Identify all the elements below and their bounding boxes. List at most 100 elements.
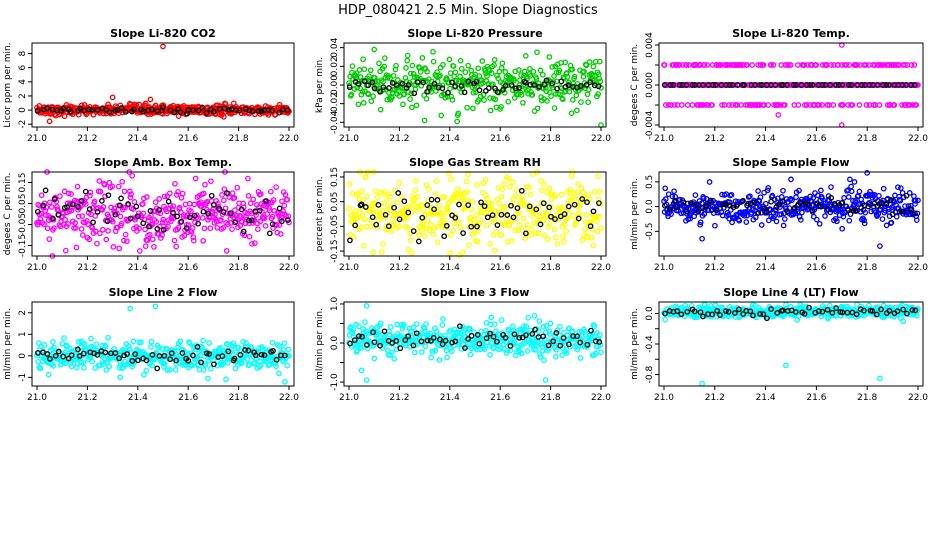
data-point: [520, 192, 526, 199]
data-point: [490, 232, 497, 238]
data-point: [62, 216, 69, 223]
data-point: [515, 227, 522, 233]
average-point: [465, 336, 471, 342]
data-point: [423, 181, 430, 188]
average-point: [269, 107, 276, 114]
data-point: [457, 73, 463, 80]
average-point: [523, 332, 529, 338]
data-point: [521, 201, 528, 208]
data-point: [171, 237, 178, 244]
data-point: [99, 342, 106, 349]
average-point: [377, 88, 383, 95]
data-point: [377, 106, 384, 113]
average-point: [200, 208, 207, 215]
y-tick-label: -0.15: [330, 239, 340, 262]
average-point: [206, 351, 213, 357]
data-point: [230, 340, 237, 347]
data-point: [499, 60, 506, 67]
data-point: [65, 221, 71, 227]
average-point: [760, 311, 767, 318]
data-point: [99, 206, 106, 213]
data-point: [684, 102, 691, 108]
average-point: [510, 214, 517, 221]
data-point: [426, 186, 432, 192]
data-point: [219, 361, 226, 368]
data-point: [848, 183, 854, 190]
data-point: [175, 189, 181, 195]
data-point: [498, 193, 505, 200]
average-point: [263, 198, 269, 204]
data-point: [410, 324, 417, 331]
data-point: [400, 321, 407, 328]
data-point: [563, 228, 570, 235]
data-point: [257, 191, 264, 197]
average-point: [557, 342, 564, 349]
x-tick-label: 21.8: [541, 134, 561, 144]
data-point: [389, 349, 395, 356]
y-tick-label: 6: [18, 65, 28, 71]
data-point: [366, 73, 372, 79]
x-tick-label: 21.0: [27, 393, 47, 403]
data-point: [519, 87, 526, 94]
data-point: [519, 197, 526, 204]
data-point: [116, 245, 123, 252]
data-point: [574, 346, 581, 353]
data-point: [493, 228, 500, 235]
average-point: [442, 337, 449, 344]
data-point: [376, 60, 382, 67]
data-point: [420, 206, 427, 212]
average-point: [712, 82, 719, 88]
data-point: [276, 370, 282, 377]
x-tick-label: 21.8: [857, 263, 877, 273]
average-point: [691, 308, 698, 315]
data-point: [505, 175, 512, 182]
average-point: [498, 211, 505, 218]
data-point: [360, 242, 367, 249]
x-tick-label: 22.0: [591, 263, 611, 273]
average-point: [210, 108, 217, 115]
x-tick-label: 21.8: [229, 263, 249, 273]
data-point: [586, 59, 593, 65]
outlier-point: [775, 112, 782, 118]
data-point: [201, 225, 208, 232]
data-point: [671, 188, 677, 195]
average-point: [121, 352, 127, 359]
y-tick-label: -0.05: [18, 213, 28, 236]
data-point: [200, 367, 207, 373]
data-point: [596, 213, 603, 220]
average-point: [819, 82, 826, 88]
data-point: [536, 318, 543, 324]
average-point: [381, 328, 388, 335]
average-point: [502, 82, 509, 89]
panel-title: Slope Line 2 Flow: [109, 286, 218, 299]
data-point: [245, 193, 252, 199]
x-tick-label: 21.8: [229, 393, 249, 403]
average-point: [764, 315, 770, 322]
data-point: [479, 58, 486, 64]
y-tick-label: -1.0: [330, 373, 340, 391]
data-point: [136, 101, 143, 108]
average-point: [688, 200, 694, 206]
average-point: [266, 230, 273, 237]
average-point: [869, 308, 876, 314]
average-point: [674, 308, 681, 314]
data-point: [781, 216, 788, 222]
average-point: [768, 306, 774, 312]
data-point: [119, 178, 126, 185]
average-point: [132, 351, 138, 357]
average-point: [261, 352, 268, 359]
average-point: [490, 333, 497, 340]
data-point: [598, 225, 604, 232]
data-point: [159, 232, 165, 238]
data-point: [508, 238, 515, 244]
data-point: [726, 102, 732, 108]
data-point: [452, 69, 459, 76]
data-point: [503, 350, 510, 356]
data-point: [700, 102, 706, 108]
data-point: [247, 200, 254, 207]
y-tick-label: -0.05: [330, 215, 340, 238]
data-point: [856, 102, 863, 108]
